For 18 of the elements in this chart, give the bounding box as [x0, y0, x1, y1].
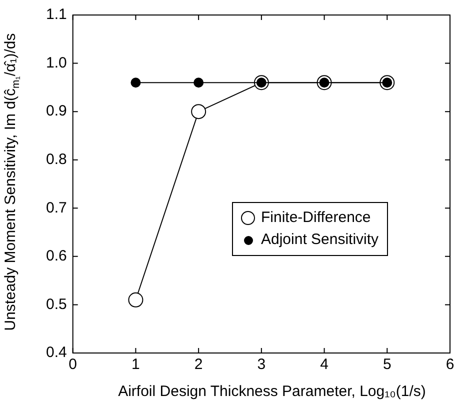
- y-tick-label: 0.7: [46, 199, 67, 216]
- x-axis-title: Airfoil Design Thickness Parameter, Log₁₀(1/s): [117, 383, 427, 400]
- x-tick-label: 1: [132, 356, 140, 374]
- x-tick-label: 6: [446, 356, 454, 374]
- y-tick-label: 0.4: [46, 344, 67, 362]
- legend-label: Adjoint Sensitivity: [261, 230, 379, 250]
- legend-label: Finite-Difference: [261, 208, 371, 228]
- y-tick-label: 0.5: [46, 296, 67, 313]
- x-tick-label: 2: [194, 356, 203, 374]
- y-tick-label: 0.8: [46, 151, 67, 168]
- y-tick-label: 1.1: [46, 6, 67, 24]
- x-tick-label: 4: [320, 356, 328, 374]
- y-tick-label: 0.6: [46, 248, 67, 265]
- x-tick-label: 5: [382, 356, 392, 374]
- x-tick-label: 0: [68, 356, 78, 374]
- y-tick-label: 0.9: [46, 102, 67, 120]
- y-tick-label: 1.0: [46, 54, 67, 72]
- x-tick-label: 3: [257, 356, 266, 374]
